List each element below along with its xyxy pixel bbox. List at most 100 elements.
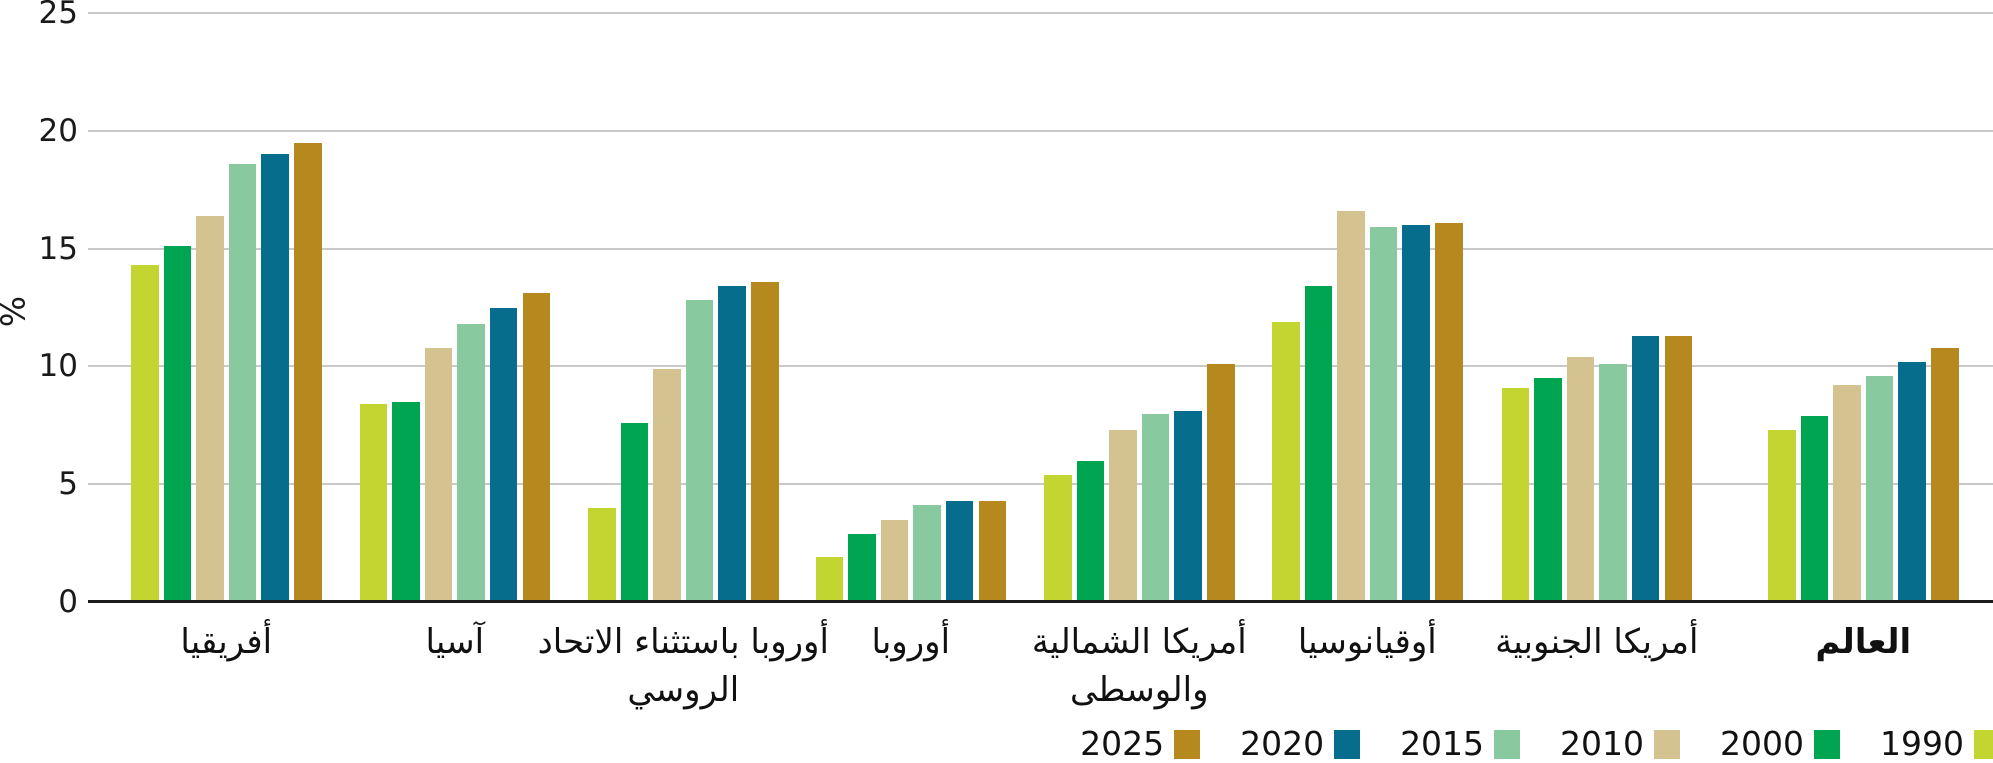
bar-2000-0 — [163, 246, 192, 602]
bar-2015-0 — [228, 163, 257, 602]
bar-2000-6 — [1534, 378, 1562, 602]
bar-1990-0 — [131, 265, 159, 602]
legend-item-2000: 2000 — [1720, 724, 1841, 763]
category-label-line: أوروبا — [871, 622, 951, 662]
bar-2020-4 — [1174, 411, 1202, 602]
bar-1990-2 — [588, 507, 616, 602]
legend-label: 2020 — [1240, 724, 1325, 763]
gridline-5 — [88, 483, 1993, 486]
legend-item-2015: 2015 — [1400, 724, 1521, 763]
legend-swatch-icon — [1654, 729, 1681, 759]
legend-swatch-icon — [1974, 729, 1993, 759]
category-label-4: أمريكا الشمالية والوسطى — [974, 618, 1304, 714]
legend-item-1990: 1990 — [1880, 726, 1993, 762]
y-tick-label-25: 25 — [38, 0, 78, 31]
category-label-line: أوقيانوسيا — [1297, 622, 1437, 662]
bar-1990-5 — [1272, 321, 1300, 602]
legend-swatch-icon — [1494, 729, 1521, 759]
bar-2025-5 — [1435, 222, 1463, 602]
y-tick-label-0: 0 — [58, 584, 78, 620]
bar-1990-6 — [1501, 387, 1529, 602]
bar-2015-1 — [457, 323, 485, 602]
legend-item-2010: 2010 — [1560, 724, 1681, 763]
legend-label: 2010 — [1560, 724, 1645, 763]
category-label-line: أوروبا باستثناء الاتحاد — [537, 622, 829, 662]
category-label-line: أمريكا الجنوبية — [1495, 622, 1699, 662]
y-tick-label-15: 15 — [38, 230, 78, 267]
category-label-2: أوروبا باستثناء الاتحاد الروسي — [518, 618, 848, 714]
category-label-5: أوقيانوسيا — [1202, 618, 1532, 666]
bar-2025-6 — [1664, 335, 1692, 602]
legend-swatch-icon — [1334, 729, 1361, 759]
bar-1990-4 — [1044, 474, 1072, 602]
gridline-25 — [88, 12, 1993, 14]
bar-2000-4 — [1076, 460, 1105, 602]
bar-2015-6 — [1599, 364, 1627, 602]
category-label-line: والوسطى — [1069, 670, 1209, 710]
bar-2015-4 — [1141, 413, 1170, 602]
bar-2010-5 — [1337, 210, 1365, 602]
bar-1990-1 — [359, 404, 387, 602]
bar-2015-5 — [1369, 227, 1398, 602]
bar-2020-0 — [261, 154, 289, 602]
bar-2020-6 — [1631, 335, 1660, 602]
bar-2010-6 — [1566, 356, 1595, 602]
bar-2015-7 — [1865, 375, 1894, 602]
bar-2000-5 — [1304, 286, 1333, 602]
bar-2020-1 — [489, 307, 518, 602]
bar-2025-7 — [1931, 347, 1959, 602]
bar-2020-5 — [1402, 225, 1430, 602]
bar-2010-4 — [1109, 430, 1137, 602]
bar-2015-2 — [685, 300, 714, 602]
category-label-line: الروسي — [627, 670, 740, 710]
category-label-6: أمريكا الجنوبية — [1432, 618, 1762, 666]
y-tick-label-20: 20 — [38, 112, 78, 149]
bar-2020-7 — [1898, 361, 1926, 602]
legend-label: 2000 — [1720, 724, 1805, 763]
category-label-3: أوروبا — [746, 618, 1076, 666]
bar-2010-7 — [1833, 385, 1861, 602]
bar-1990-7 — [1768, 430, 1796, 602]
category-label-line: أمريكا الشمالية — [1031, 622, 1247, 662]
category-label-line: أفريقيا — [180, 622, 273, 662]
bar-2010-1 — [424, 347, 453, 602]
bar-1990-3 — [815, 557, 843, 602]
legend-label: 2015 — [1400, 724, 1485, 763]
category-label-1: آسيا — [290, 618, 620, 666]
bar-2010-0 — [196, 215, 224, 602]
gridline-20 — [88, 129, 1993, 132]
bar-2025-3 — [978, 500, 1006, 602]
bar-2000-7 — [1800, 415, 1829, 602]
category-label-line: آسيا — [425, 622, 485, 662]
x-axis-line — [88, 600, 1993, 603]
category-label-7: العالم — [1698, 618, 1993, 666]
y-tick-label-5: 5 — [58, 466, 78, 503]
legend-swatch-icon — [1814, 729, 1841, 759]
bar-2020-2 — [718, 286, 746, 602]
legend: 2025 2020 2015 2010 2000 1990 — [1080, 726, 1993, 762]
bar-2025-1 — [522, 293, 550, 602]
legend-label: 2025 — [1080, 724, 1165, 763]
legend-item-2020: 2020 — [1240, 724, 1361, 763]
bar-2010-3 — [880, 519, 909, 602]
gridline-10 — [88, 365, 1993, 368]
legend-swatch-icon — [1174, 729, 1201, 759]
category-label-line: العالم — [1815, 622, 1912, 662]
category-label-0: أفريقيا — [61, 618, 391, 666]
gridline-15 — [88, 247, 1993, 250]
legend-item-2025: 2025 — [1080, 724, 1201, 763]
bar-2010-2 — [653, 368, 681, 602]
bar-2025-2 — [751, 281, 779, 602]
bar-2000-3 — [848, 533, 876, 602]
bar-2000-2 — [620, 422, 649, 602]
bar-2015-3 — [913, 505, 941, 602]
bar-2000-1 — [392, 401, 420, 602]
bar-2025-0 — [294, 142, 322, 602]
bar-2025-4 — [1207, 364, 1235, 602]
legend-label: 1990 — [1880, 724, 1964, 763]
